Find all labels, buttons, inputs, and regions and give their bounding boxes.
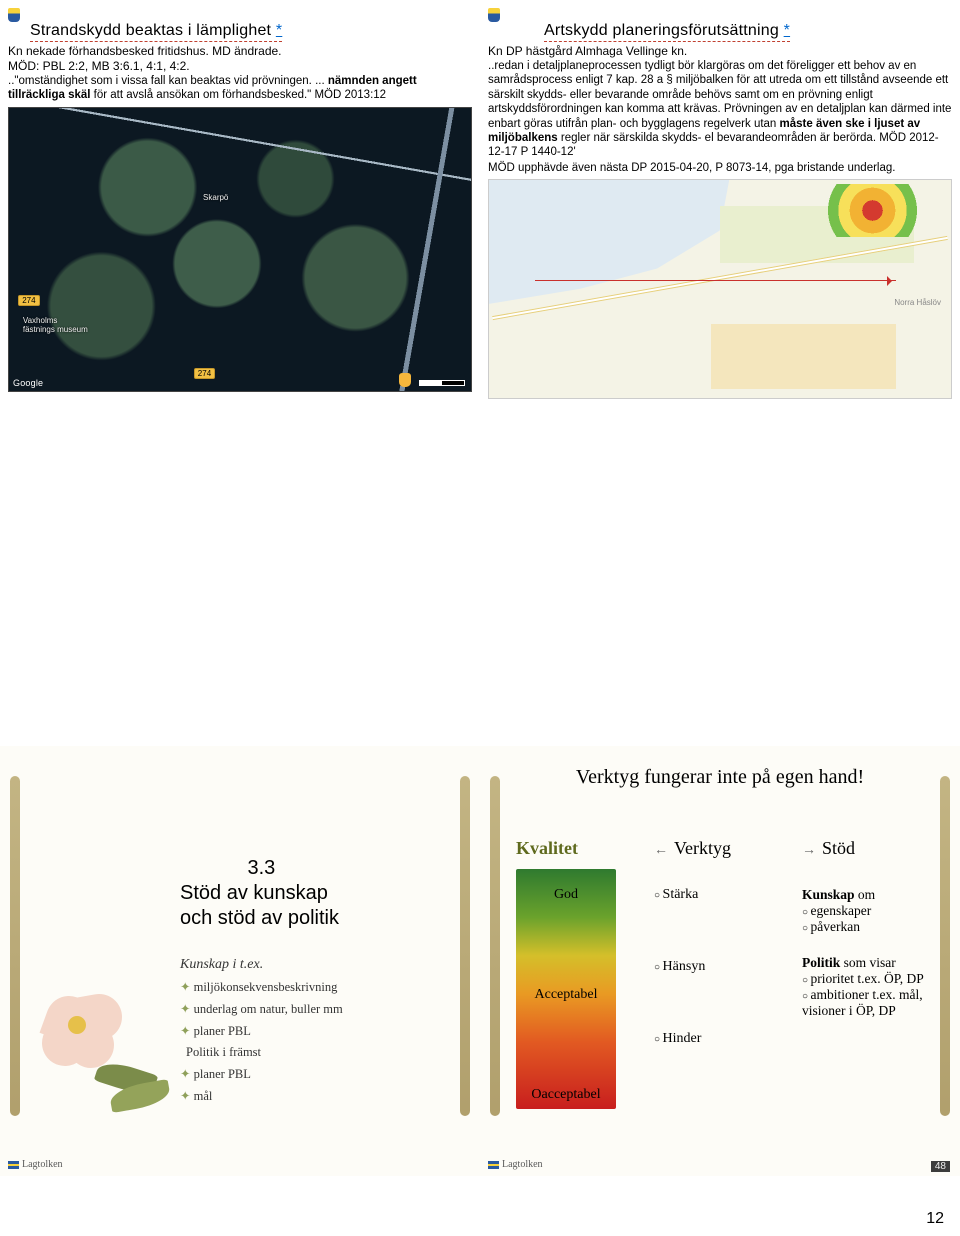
bullet: mål — [180, 1088, 343, 1104]
plan-map: Norra Håslöv — [488, 179, 952, 399]
stod-column: →Stöd Kunskap om egenskaper påverkan Pol… — [802, 838, 936, 1109]
slide-title: Verktyg fungerar inte på egen hand! — [480, 766, 960, 789]
stod-head-text: Stöd — [822, 838, 855, 858]
verktyg-head: ←Verktyg — [654, 838, 784, 859]
line: prioritet t.ex. ÖP, DP — [802, 971, 924, 986]
pegman-icon — [399, 373, 411, 387]
bullet: miljökonsekvensbeskrivning — [180, 979, 343, 995]
quality-gradient: God Acceptabel Oacceptabel — [516, 869, 616, 1109]
content: 3.3 Stöd av kunskap och stöd av politik … — [180, 856, 343, 1104]
three-columns: Kvalitet God Acceptabel Oacceptabel ←Ver… — [516, 838, 936, 1109]
map-arrow — [535, 280, 895, 281]
lead: Politik — [802, 955, 840, 970]
kunskap-heading: Kunskap i t.ex. — [180, 957, 343, 973]
slide-title: Artskydd planeringsförutsättning * — [544, 22, 952, 42]
section-title-l2: och stöd av politik — [180, 906, 343, 931]
paragraph: .."omständighet som i vissa fall kan bea… — [8, 74, 472, 103]
slide-artskydd: Artskydd planeringsförutsättning * Kn DP… — [480, 0, 960, 430]
bottom-row: 3.3 Stöd av kunskap och stöd av politik … — [0, 746, 960, 1176]
flower-illustration — [26, 976, 146, 1106]
level-god: God — [516, 887, 616, 903]
bullet: planer PBL — [180, 1066, 343, 1082]
politik-heading: Politik i främst — [186, 1045, 343, 1060]
map-sea — [489, 180, 729, 306]
bullet: planer PBL — [180, 1023, 343, 1039]
flag-icon — [8, 1161, 19, 1169]
satellite-map: Skarpö Vaxholms fästnings museum 274 274… — [8, 107, 472, 392]
section-title-l1: Stöd av kunskap — [180, 881, 343, 906]
level-acceptabel: Acceptabel — [516, 987, 616, 1003]
paragraph-extra: MÖD upphävde även nästa DP 2015-04-20, P… — [488, 161, 952, 175]
slide-pagenum: 48 — [931, 1161, 950, 1172]
scale-bar — [419, 380, 465, 386]
subtitle-line2: MÖD: PBL 2:2, MB 3:6.1, 4:1, 4:2. — [8, 59, 472, 73]
verktyg-item: Stärka — [654, 887, 784, 903]
stod-head: →Stöd — [802, 838, 936, 859]
map-heat — [822, 184, 924, 236]
politik-block: Politik som visar prioritet t.ex. ÖP, DP… — [802, 955, 936, 1019]
section-number: 3.3 — [180, 856, 343, 881]
verktyg-item: Hänsyn — [654, 959, 784, 975]
crest-icon — [488, 8, 500, 22]
route-badge-1: 274 — [18, 295, 39, 306]
map-field — [711, 324, 896, 389]
slide-verktyg: Verktyg fungerar inte på egen hand! Kval… — [480, 746, 960, 1176]
lead: Kunskap — [802, 887, 855, 902]
kvalitet-column: Kvalitet God Acceptabel Oacceptabel — [516, 838, 636, 1109]
slide-strandskydd: Strandskydd beaktas i lämplighet * Kn ne… — [0, 0, 480, 430]
asterisk-link[interactable]: * — [784, 22, 790, 39]
verktyg-column: ←Verktyg Stärka Hänsyn Hinder — [654, 838, 784, 1109]
route-badge-2: 274 — [194, 368, 215, 379]
subtitle-line1: Kn nekade förhandsbesked fritidshus. MD … — [8, 44, 472, 58]
verktyg-item: Hinder — [654, 1031, 784, 1047]
lagtolken-text: Lagtolken — [22, 1159, 63, 1170]
lagtolken-text: Lagtolken — [502, 1159, 543, 1170]
spacer — [0, 430, 960, 746]
page-number: 12 — [0, 1210, 960, 1228]
map-label: Norra Håslöv — [894, 298, 941, 307]
line: egenskaper — [802, 903, 871, 918]
title-text: Artskydd planeringsförutsättning — [544, 22, 779, 39]
after: som visar — [840, 955, 896, 970]
paragraph: ..redan i detaljplaneprocessen tydligt b… — [488, 59, 952, 160]
title-text: Strandskydd beaktas i lämplighet — [30, 22, 271, 39]
map-roads — [9, 108, 471, 391]
lagtolken-badge: Lagtolken — [8, 1159, 63, 1170]
slide-section-3-3: 3.3 Stöd av kunskap och stöd av politik … — [0, 746, 480, 1176]
para-pre: .."omständighet som i vissa fall kan bea… — [8, 75, 325, 87]
crest-icon — [8, 8, 20, 22]
kunskap-block: Kunskap om egenskaper påverkan — [802, 887, 936, 935]
level-oacceptabel: Oacceptabel — [516, 1087, 616, 1103]
flag-icon — [488, 1161, 499, 1169]
verktyg-head-text: Verktyg — [674, 838, 731, 858]
map-label-skarpo: Skarpö — [203, 193, 228, 202]
line: ambitioner t.ex. mål, visioner i ÖP, DP — [802, 987, 923, 1018]
top-row: Strandskydd beaktas i lämplighet * Kn ne… — [0, 0, 960, 430]
map-label-museum: Vaxholms fästnings museum — [23, 316, 88, 334]
lagtolken-badge: Lagtolken — [488, 1159, 543, 1170]
google-attribution: Google — [13, 378, 43, 388]
bullet: underlag om natur, buller mm — [180, 1001, 343, 1017]
asterisk-link[interactable]: * — [276, 22, 282, 39]
after: om — [855, 887, 876, 902]
line: påverkan — [802, 919, 860, 934]
slide-title: Strandskydd beaktas i lämplighet * — [30, 22, 472, 42]
kvalitet-label: Kvalitet — [516, 838, 636, 859]
para-post: för att avslå ansökan om förhandsbesked.… — [94, 89, 386, 101]
subtitle: Kn DP hästgård Almhaga Vellinge kn. — [488, 44, 952, 58]
